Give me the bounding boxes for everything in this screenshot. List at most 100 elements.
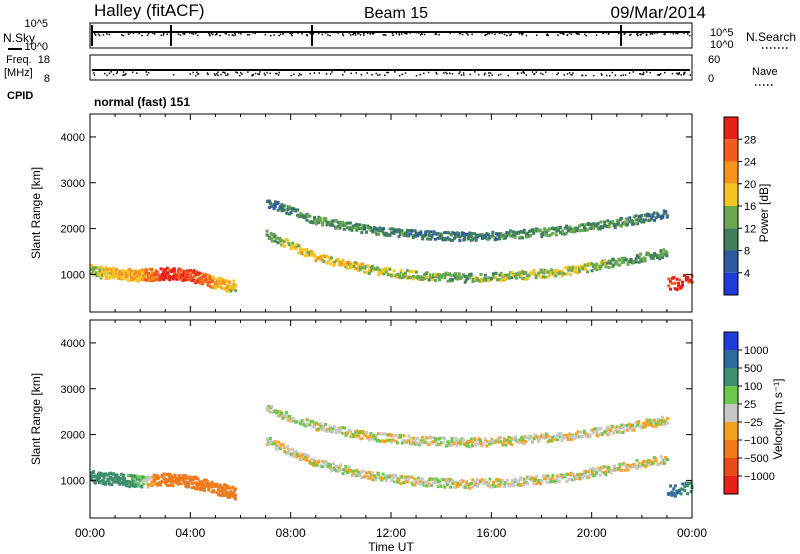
- nave-dot: [263, 72, 266, 75]
- heatmap-cell: [596, 221, 600, 225]
- heatmap-cell: [616, 220, 620, 224]
- heatmap-cell: [166, 271, 170, 275]
- heatmap-cell: [494, 275, 498, 279]
- nave-dot: [566, 73, 569, 75]
- heatmap-cell: [571, 472, 575, 476]
- nsearch-dot: [223, 31, 226, 34]
- heatmap-cell: [511, 273, 515, 277]
- nave-dot: [641, 73, 644, 76]
- heatmap-cell: [507, 232, 511, 236]
- heatmap-cell: [216, 492, 220, 496]
- heatmap-cell: [659, 455, 663, 459]
- heatmap-cell: [531, 441, 535, 444]
- heatmap-cell: [278, 237, 282, 240]
- heatmap-cell: [647, 253, 651, 257]
- heatmap-cell: [519, 483, 523, 487]
- heatmap-cell: [554, 274, 558, 278]
- nsearch-dot: [639, 31, 642, 34]
- heatmap-cell: [686, 492, 690, 496]
- heatmap-cell: [95, 266, 99, 270]
- heatmap-cell: [204, 273, 208, 277]
- heatmap-cell: [368, 268, 371, 272]
- heatmap-cell: [182, 479, 186, 483]
- heatmap-cell: [479, 273, 483, 276]
- heatmap-cell: [317, 427, 321, 431]
- nave-dot: [520, 72, 523, 74]
- heatmap-cell: [659, 461, 663, 465]
- heatmap-cell: [221, 491, 225, 495]
- heatmap-cell: [411, 236, 415, 239]
- nave-dot: [642, 73, 645, 75]
- heatmap-cell: [524, 439, 528, 443]
- colorbar-segment: [724, 161, 738, 184]
- nsearch-dot: [160, 34, 162, 37]
- heatmap-cell: [628, 220, 632, 223]
- heatmap-cell: [583, 226, 586, 229]
- heatmap-cell: [283, 450, 287, 454]
- heatmap-cell: [280, 203, 284, 207]
- heatmap-cell: [266, 199, 270, 203]
- nsearch-dot: [525, 34, 528, 37]
- nsearch-dot: [585, 35, 587, 37]
- heatmap-cell: [415, 270, 419, 274]
- heatmap-cell: [646, 423, 650, 427]
- heatmap-cell: [356, 226, 360, 230]
- heatmap-cell: [168, 476, 172, 480]
- heatmap-cell: [339, 463, 343, 467]
- heatmap-cell: [561, 271, 565, 275]
- heatmap-cell: [376, 473, 380, 477]
- nave-dot: [443, 72, 445, 74]
- nave-dot: [677, 73, 679, 75]
- nave-dot: [350, 72, 352, 75]
- nave-dot: [533, 73, 536, 75]
- heatmap-cell: [667, 277, 671, 281]
- heatmap-cell: [382, 269, 386, 273]
- nsky-label: N.Sky: [3, 31, 35, 45]
- heatmap-cell: [282, 244, 286, 248]
- heatmap-cell: [365, 230, 368, 234]
- nsearch-dot: [98, 34, 101, 37]
- heatmap-cell: [311, 457, 315, 461]
- heatmap-cell: [198, 271, 202, 275]
- nsearch-dot: [683, 32, 685, 35]
- nsearch-dot: [547, 31, 549, 34]
- heatmap-cell: [281, 443, 285, 447]
- heatmap-cell: [673, 281, 677, 285]
- heatmap-cell: [400, 229, 404, 233]
- heatmap-cell: [333, 425, 337, 429]
- heatmap-cell: [492, 483, 495, 487]
- heatmap-cell: [382, 227, 386, 231]
- heatmap-cell: [504, 277, 508, 281]
- heatmap-cell: [151, 271, 155, 275]
- heatmap-cell: [482, 442, 485, 446]
- heatmap-cell: [179, 482, 183, 486]
- heatmap-cell: [187, 482, 191, 486]
- heatmap-cell: [233, 497, 237, 501]
- heatmap-cell: [593, 469, 597, 472]
- nsearch-dot: [507, 32, 510, 34]
- heatmap-cell: [285, 411, 288, 415]
- heatmap-cell: [686, 275, 690, 279]
- heatmap-cell: [519, 476, 523, 480]
- heatmap-cell: [440, 275, 444, 279]
- nave-label: Nave: [752, 66, 778, 78]
- heatmap-cell: [494, 271, 498, 275]
- heatmap-cell: [590, 269, 594, 273]
- heatmap-cell: [182, 481, 186, 485]
- nsearch-dot: [557, 34, 559, 36]
- heatmap-cell: [604, 429, 608, 433]
- heatmap-cell: [276, 410, 280, 414]
- heatmap-cell: [394, 434, 398, 438]
- heatmap-cell: [466, 441, 470, 445]
- nave-dot: [122, 71, 125, 73]
- nsearch-dot: [146, 34, 149, 37]
- heatmap-cell: [474, 480, 478, 484]
- colorbar-frame: [723, 331, 739, 495]
- nsearch-dot: [406, 33, 408, 35]
- heatmap-cell: [644, 218, 648, 222]
- heatmap-cell: [576, 265, 579, 269]
- freq-tick-low: 8: [44, 73, 50, 85]
- heatmap-cell: [664, 456, 667, 460]
- heatmap-cell: [112, 272, 116, 275]
- heatmap-cell: [516, 480, 520, 484]
